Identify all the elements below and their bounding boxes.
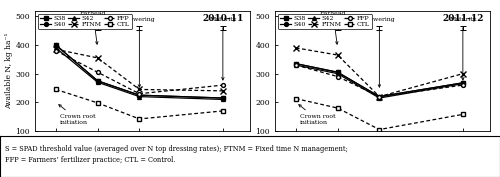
S42 (53, 47, 59, 49)
S38 (53, 44, 59, 46)
FFP (293, 64, 299, 66)
S42 (136, 96, 142, 98)
Line: CTL: CTL (54, 87, 225, 121)
Text: Flowering: Flowering (364, 17, 395, 87)
FTNM (94, 57, 100, 59)
FTNM (460, 73, 466, 75)
Text: 2010-11: 2010-11 (202, 14, 243, 23)
Text: Flowering: Flowering (124, 17, 155, 87)
FTNM (293, 47, 299, 49)
Text: Earhead
initiation: Earhead initiation (80, 11, 108, 44)
S40 (334, 71, 340, 73)
FFP (136, 93, 142, 95)
FFP (334, 75, 340, 78)
FFP (460, 84, 466, 86)
Line: FTNM: FTNM (293, 45, 466, 99)
S42 (220, 98, 226, 101)
S40 (94, 80, 100, 82)
S38 (460, 82, 466, 84)
S40 (293, 63, 299, 65)
S38 (94, 80, 100, 82)
FFP (94, 71, 100, 73)
Line: S42: S42 (54, 46, 225, 101)
S42 (334, 73, 340, 75)
CTL (376, 129, 382, 131)
S40 (376, 96, 382, 98)
CTL (53, 88, 59, 90)
S40 (53, 44, 59, 46)
CTL (293, 98, 299, 100)
S38 (334, 71, 340, 73)
FTNM (376, 96, 382, 98)
Legend: S38, S40, S42, FTNM, FFP, CTL: S38, S40, S42, FTNM, FFP, CTL (278, 14, 372, 29)
CTL (334, 107, 340, 109)
S40 (136, 94, 142, 96)
Text: Maturity: Maturity (449, 17, 476, 80)
Line: S38: S38 (54, 43, 225, 100)
S42 (94, 81, 100, 83)
FFP (376, 96, 382, 98)
Y-axis label: Available N, kg ha⁻¹: Available N, kg ha⁻¹ (4, 33, 12, 109)
Line: S42: S42 (294, 63, 465, 100)
Text: S = SPAD threshold value (averaged over N top dressing rates); FTNM = Fixed time: S = SPAD threshold value (averaged over … (5, 145, 348, 164)
S40 (220, 97, 226, 99)
S42 (460, 83, 466, 85)
Text: Crown root
initiation: Crown root initiation (299, 105, 336, 125)
S42 (376, 97, 382, 99)
CTL (136, 118, 142, 120)
FTNM (220, 90, 226, 92)
S38 (376, 96, 382, 98)
S40 (460, 82, 466, 84)
FFP (220, 84, 226, 86)
S42 (293, 64, 299, 66)
S38 (293, 63, 299, 65)
Legend: S38, S40, S42, FTNM, FFP, CTL: S38, S40, S42, FTNM, FFP, CTL (38, 14, 132, 29)
Line: CTL: CTL (294, 97, 465, 132)
X-axis label: Days after sowing: Days after sowing (108, 147, 177, 155)
FTNM (136, 88, 142, 90)
FTNM (53, 48, 59, 50)
S38 (136, 94, 142, 96)
Line: S40: S40 (294, 62, 465, 99)
Line: S40: S40 (54, 43, 225, 100)
Line: FFP: FFP (54, 49, 225, 96)
Line: FFP: FFP (294, 63, 465, 99)
Text: Crown root
initiation: Crown root initiation (59, 105, 96, 125)
Line: FTNM: FTNM (53, 47, 226, 94)
Text: Earhead
initiation: Earhead initiation (320, 11, 347, 44)
Text: 2011-12: 2011-12 (442, 14, 484, 23)
CTL (220, 110, 226, 112)
FTNM (334, 54, 340, 56)
S38 (220, 97, 226, 99)
Text: Maturity: Maturity (209, 17, 236, 80)
CTL (460, 113, 466, 115)
CTL (94, 102, 100, 104)
Line: S38: S38 (294, 62, 465, 99)
FFP (53, 50, 59, 52)
X-axis label: Days after sowing: Days after sowing (348, 147, 417, 155)
